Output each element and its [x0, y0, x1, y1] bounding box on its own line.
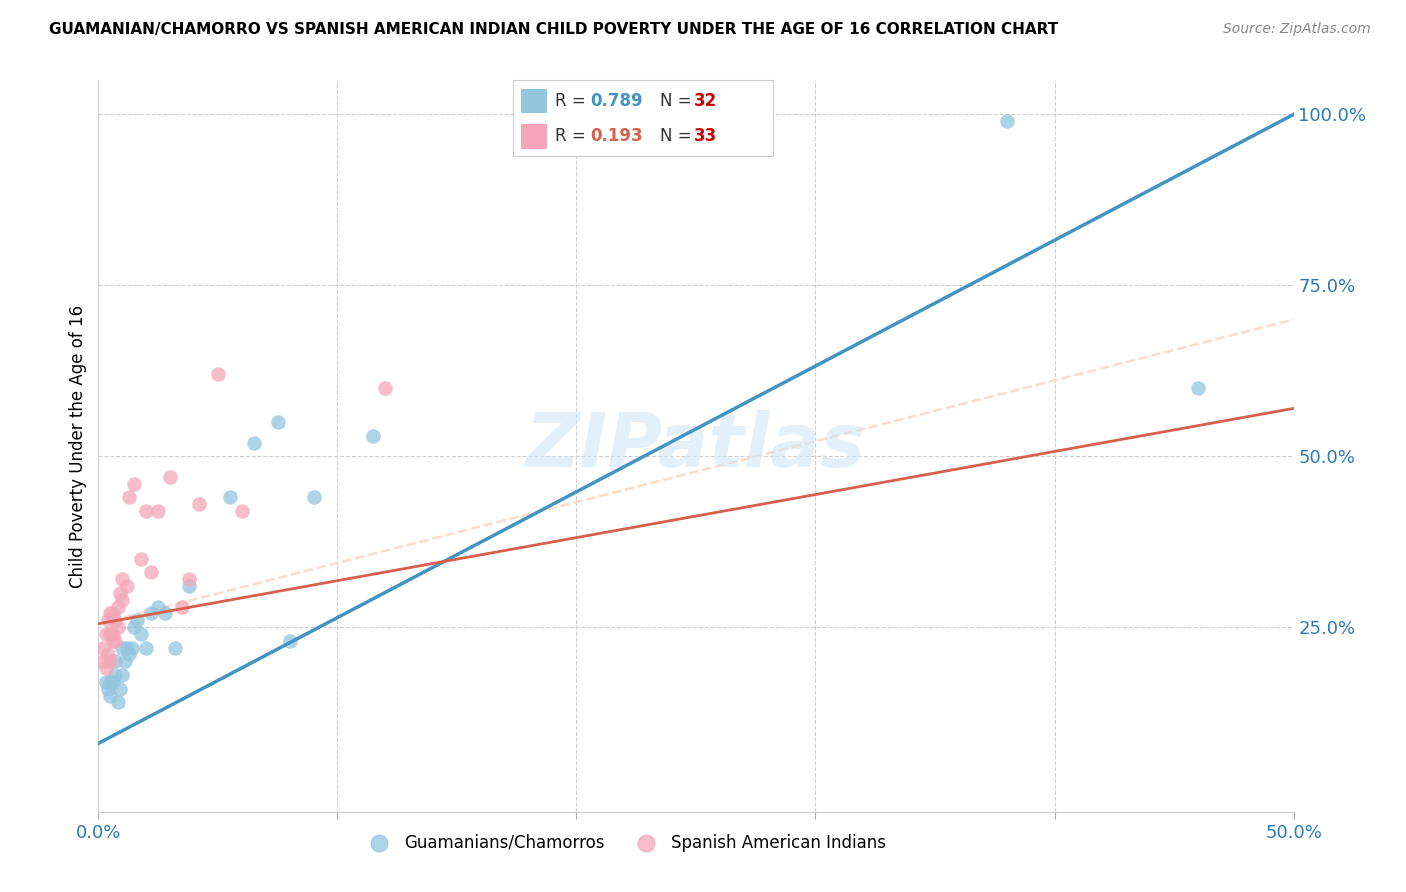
Point [108, 681, 131, 696]
Point [124, 476, 146, 491]
Point [115, 640, 138, 655]
Point [179, 572, 201, 586]
Text: R =: R = [555, 128, 591, 145]
Point [302, 490, 325, 504]
Point [101, 627, 124, 641]
Text: 0.193: 0.193 [591, 128, 643, 145]
Point [1187, 381, 1209, 395]
Point [139, 566, 162, 580]
Point [159, 469, 181, 483]
Point [115, 579, 138, 593]
Point [139, 607, 162, 621]
Point [98, 607, 122, 621]
Point [125, 613, 148, 627]
Point [108, 586, 131, 600]
Bar [522, 88, 547, 113]
Point [94, 674, 117, 689]
Point [98, 674, 122, 689]
Point [107, 695, 129, 709]
Text: N =: N = [661, 128, 697, 145]
Point [101, 674, 124, 689]
Point [114, 654, 136, 668]
Point [111, 592, 134, 607]
Point [187, 497, 209, 511]
Point [207, 368, 229, 382]
Point [231, 504, 253, 518]
Y-axis label: Child Poverty Under the Age of 16: Child Poverty Under the Age of 16 [69, 304, 87, 588]
Text: N =: N = [661, 92, 697, 110]
Point [118, 490, 141, 504]
Legend: Guamanians/Chamorros, Spanish American Indians: Guamanians/Chamorros, Spanish American I… [356, 827, 893, 858]
Point [97, 648, 120, 662]
Point [179, 579, 201, 593]
Point [98, 627, 122, 641]
Point [131, 627, 153, 641]
Point [104, 633, 127, 648]
Point [101, 607, 124, 621]
Point [363, 429, 385, 443]
Point [111, 572, 134, 586]
Point [98, 689, 122, 703]
Text: 32: 32 [695, 92, 717, 110]
Text: GUAMANIAN/CHAMORRO VS SPANISH AMERICAN INDIAN CHILD POVERTY UNDER THE AGE OF 16 : GUAMANIAN/CHAMORRO VS SPANISH AMERICAN I… [49, 22, 1059, 37]
Point [267, 415, 290, 429]
Point [97, 613, 120, 627]
Bar [522, 124, 547, 149]
Point [148, 504, 170, 518]
Point [101, 633, 124, 648]
Point [124, 620, 146, 634]
Point [163, 640, 186, 655]
Point [131, 551, 153, 566]
Point [995, 114, 1018, 128]
Point [374, 381, 396, 395]
Point [94, 661, 117, 675]
Text: 33: 33 [695, 128, 717, 145]
Point [97, 681, 120, 696]
Point [121, 640, 143, 655]
Text: R =: R = [555, 92, 591, 110]
Point [107, 620, 129, 634]
Point [148, 599, 170, 614]
Point [219, 490, 242, 504]
Text: Source: ZipAtlas.com: Source: ZipAtlas.com [1223, 22, 1371, 37]
Point [104, 668, 127, 682]
Point [94, 627, 117, 641]
Point [111, 668, 134, 682]
Point [135, 504, 157, 518]
Point [243, 435, 266, 450]
Point [111, 640, 134, 655]
Point [135, 640, 157, 655]
Point [104, 613, 127, 627]
Point [155, 607, 177, 621]
Point [118, 648, 141, 662]
Point [107, 599, 129, 614]
Point [172, 599, 194, 614]
Point [98, 654, 122, 668]
Point [104, 654, 127, 668]
Text: ZIPatlas: ZIPatlas [526, 409, 866, 483]
Point [91, 654, 114, 668]
Text: 0.789: 0.789 [591, 92, 643, 110]
Point [91, 640, 114, 655]
Point [278, 633, 301, 648]
